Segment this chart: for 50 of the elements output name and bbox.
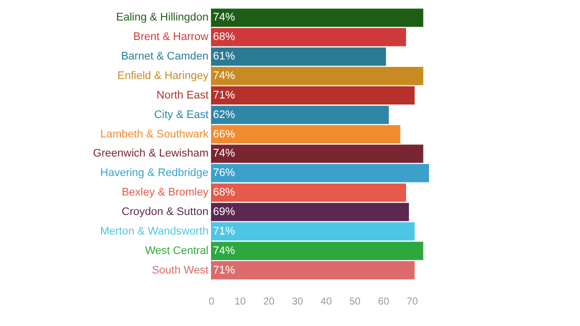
data-label: 71%: [213, 225, 236, 238]
x-tick-label: 0: [208, 296, 215, 308]
y-tick-label: Havering & Redbridge: [100, 167, 208, 180]
x-tick-label: 70: [406, 296, 418, 308]
y-tick-label: Ealing & Hillingdon: [116, 12, 208, 24]
data-label: 74%: [213, 12, 236, 24]
y-tick-label: North East: [156, 89, 208, 102]
y-tick-label: Greenwich & Lewisham: [92, 148, 208, 160]
bar: [211, 183, 406, 202]
data-label: 66%: [213, 128, 236, 140]
x-tick-label: 40: [320, 296, 332, 308]
data-label: 74%: [213, 70, 236, 82]
bar: [211, 125, 400, 144]
bar: [211, 222, 415, 241]
y-tick-label: South West: [152, 264, 208, 276]
x-tick-label: 10: [234, 296, 246, 308]
y-tick-label: Croydon & Sutton: [122, 206, 208, 218]
data-label: 76%: [213, 167, 236, 180]
data-label: 68%: [213, 186, 236, 199]
data-label: 71%: [213, 89, 236, 102]
bar: [211, 144, 424, 163]
x-tick-label: 50: [349, 296, 361, 308]
data-label: 62%: [213, 108, 236, 121]
y-tick-label: Enfield & Haringey: [117, 70, 209, 82]
y-tick-label: City & East: [154, 108, 208, 121]
bar: [211, 66, 424, 86]
x-tick-label: 30: [292, 296, 304, 308]
y-tick-label: Brent & Harrow: [133, 31, 209, 44]
y-tick-label: Bexley & Bromley: [122, 186, 209, 199]
bar: [211, 47, 386, 66]
y-tick-label: West Central: [145, 244, 208, 257]
bar: [211, 28, 406, 46]
data-label: 74%: [213, 244, 236, 257]
bar: [211, 164, 429, 182]
data-label: 74%: [213, 148, 236, 160]
bar: [211, 106, 389, 124]
data-label: 68%: [213, 31, 236, 44]
x-tick-label: 60: [378, 296, 390, 308]
y-tick-label: Lambeth & Southwark: [100, 128, 209, 140]
y-tick-label: Barnet & Camden: [121, 50, 208, 63]
bar: [211, 202, 409, 222]
bar: [211, 86, 415, 105]
data-label: 69%: [213, 206, 236, 218]
y-tick-label: Merton & Wandsworth: [100, 225, 208, 238]
data-label: 71%: [213, 264, 236, 276]
bar: [211, 242, 424, 260]
bar: [211, 8, 424, 27]
bar: [211, 261, 415, 280]
x-tick-label: 20: [263, 296, 275, 308]
data-label: 61%: [213, 50, 236, 63]
